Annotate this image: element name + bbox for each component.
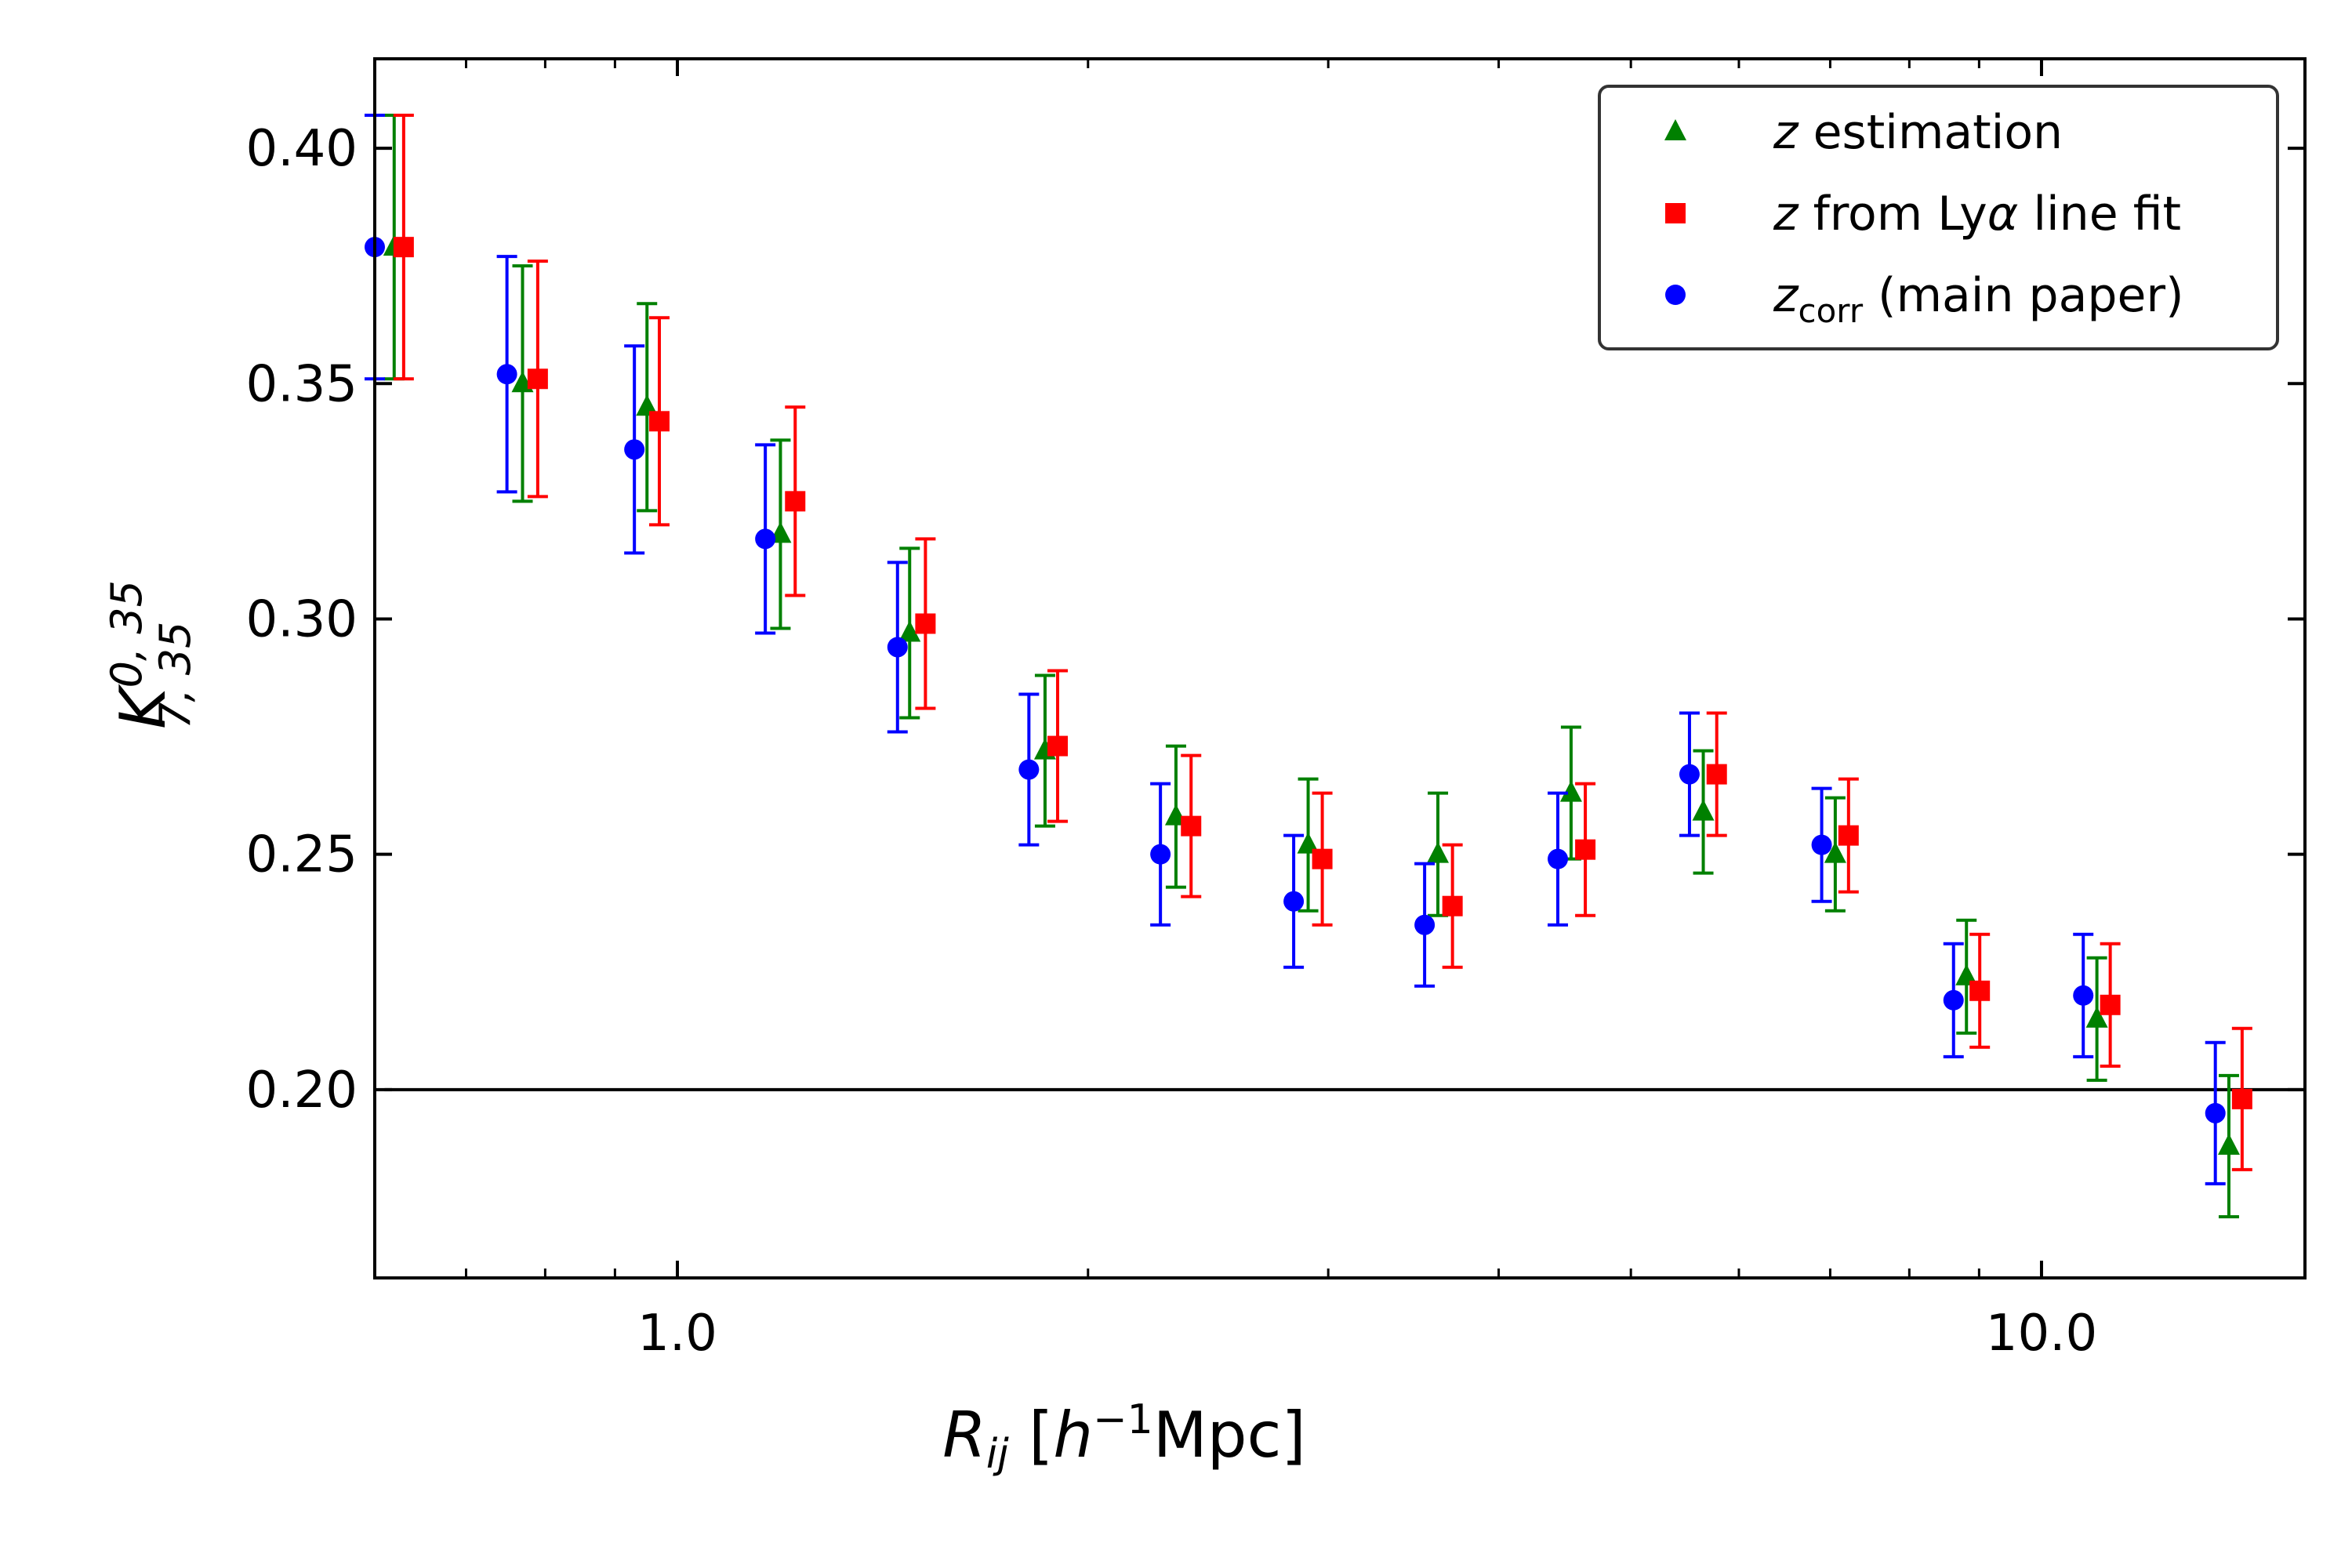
legend-frame <box>1598 85 2279 350</box>
series-0 <box>383 114 2240 1218</box>
data-point <box>1283 891 1305 912</box>
data-point <box>496 364 517 385</box>
data-point <box>2085 1006 2108 1028</box>
legend-entry: z estimation <box>1664 105 2063 160</box>
legend-label: z estimation <box>1773 105 2063 160</box>
data-point <box>1427 841 1450 863</box>
data-point <box>2073 985 2094 1006</box>
data-point <box>1559 780 1582 802</box>
data-point <box>915 613 936 634</box>
data-point <box>1018 759 1040 780</box>
data-point <box>2100 994 2121 1015</box>
y-tick-label: 0.35 <box>246 355 358 413</box>
data-point <box>1679 764 1700 785</box>
data-point <box>1312 848 1333 869</box>
x-axis-label: Rij [h−1Mpc] <box>942 1396 1306 1478</box>
legend-label: zcorr (main paper) <box>1773 268 2184 330</box>
series-2 <box>365 114 2226 1185</box>
data-point <box>1181 815 1202 837</box>
data-point <box>1811 834 1832 855</box>
y-tick-label: 0.30 <box>246 590 358 648</box>
data-point <box>1414 914 1436 935</box>
data-point <box>648 411 670 432</box>
legend: z estimation z from Lyα line fit zcorr (ma… <box>1598 85 2279 350</box>
series-1 <box>393 114 2252 1171</box>
plot-area <box>365 114 2305 1218</box>
data-point <box>1706 764 1727 785</box>
data-point <box>1297 832 1319 854</box>
data-point <box>527 368 548 390</box>
data-point <box>1047 735 1069 757</box>
data-point <box>624 439 645 460</box>
data-point <box>2231 1088 2252 1109</box>
plot-frame <box>373 57 2307 1279</box>
legend-marker <box>1664 119 1686 140</box>
legend-entry: zcorr (main paper) <box>1665 268 2184 330</box>
data-point <box>2217 1133 2240 1155</box>
x-tick-label: 1.0 <box>637 1305 717 1363</box>
data-point <box>636 394 659 416</box>
data-point <box>1150 844 1171 865</box>
data-point <box>898 620 921 642</box>
x-tick-label: 10.0 <box>1986 1305 2098 1363</box>
data-point <box>1838 825 1859 846</box>
data-point <box>1692 799 1715 821</box>
data-point <box>1442 895 1463 916</box>
legend-label: z from Lyα line fit <box>1773 187 2181 241</box>
data-point <box>887 637 908 658</box>
data-point <box>1824 841 1846 863</box>
axes: 0.20 0.25 0.30 0.35 0.40 1.0 10.0 <box>246 57 2307 1363</box>
data-point <box>1943 989 1964 1011</box>
y-tick-label: 0.25 <box>246 826 358 884</box>
data-point <box>2205 1102 2226 1123</box>
data-point <box>1548 848 1569 869</box>
data-point <box>1969 980 1991 1001</box>
y-tick-label: 0.20 <box>246 1062 358 1120</box>
legend-marker <box>1665 285 1686 305</box>
y-tick-label: 0.40 <box>246 120 358 178</box>
y-axis-label: K0, 357, 35 <box>102 580 200 729</box>
data-point <box>1955 964 1978 985</box>
data-point <box>755 528 776 550</box>
legend-entry: z from Lyα line fit <box>1665 187 2181 241</box>
legend-marker <box>1665 203 1686 223</box>
data-point <box>393 237 414 258</box>
data-point <box>1575 839 1596 860</box>
data-point <box>785 491 806 512</box>
